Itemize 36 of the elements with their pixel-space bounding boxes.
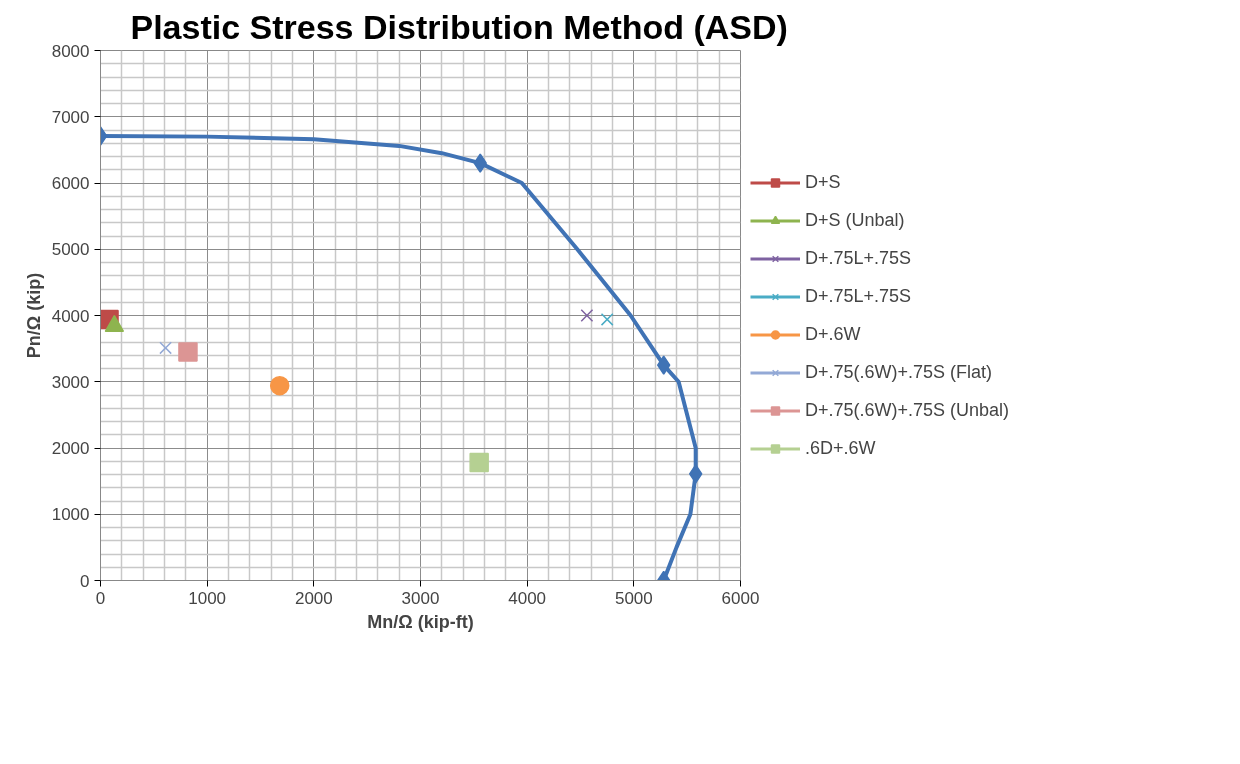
chart-title: Plastic Stress Distribution Method (ASD) [130, 7, 788, 46]
y-tick-label: 3000 [51, 372, 90, 392]
point [600, 313, 614, 326]
x-axis-title: Mn/Ω (kip-ft) [367, 611, 474, 632]
y-tick-label: 7000 [51, 107, 90, 127]
point [269, 375, 290, 396]
legend-label: D+.75L+.75S [805, 247, 912, 269]
y-tick-label: 6000 [51, 174, 90, 193]
x-tick-label: 3000 [401, 588, 440, 608]
x-tick-label: 0 [95, 588, 106, 608]
legend-label: D+S [805, 171, 841, 193]
legend-label: .6D+.6W [805, 437, 876, 459]
y-tick-label: 1000 [51, 505, 90, 525]
point [159, 341, 172, 355]
x-tick-label: 6000 [721, 588, 760, 608]
point [688, 464, 703, 484]
y-tick-label: 0 [80, 571, 90, 591]
point [580, 309, 594, 322]
y-tick-label: 5000 [51, 240, 90, 260]
point [473, 153, 487, 173]
legend-label: D+.75L+.75S [805, 285, 912, 307]
y-tick-label: 4000 [51, 306, 90, 326]
x-tick-label: 4000 [508, 588, 547, 608]
legend-label: D+S (Unbal) [805, 209, 905, 231]
x-tick-label: 2000 [294, 588, 333, 608]
y-tick-label: 2000 [51, 439, 90, 458]
legend-label: D+.75(.6W)+.75S (Flat) [805, 361, 993, 383]
x-tick-label: 1000 [188, 588, 227, 608]
point [178, 342, 198, 362]
point [469, 452, 489, 473]
point [656, 355, 671, 375]
x-tick-label: 5000 [614, 588, 653, 608]
y-axis-title: Pn/Ω (kip) [23, 272, 44, 359]
y-tick-label: 8000 [51, 41, 90, 61]
legend-label: D+.6W [805, 323, 861, 345]
legend-label: D+.75(.6W)+.75S (Unbal) [805, 399, 1010, 421]
